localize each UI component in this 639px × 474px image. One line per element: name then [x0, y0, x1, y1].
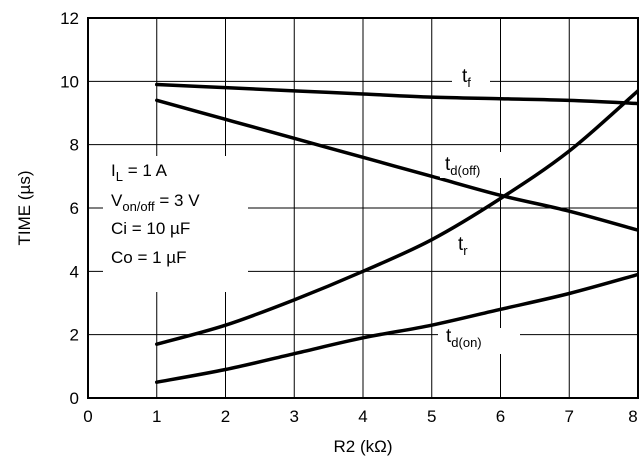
series-line-tdon — [155, 272, 639, 384]
condition-line: Von/off = 3 V — [111, 191, 200, 214]
series-label-main: t — [445, 154, 451, 175]
series-label-main: t — [462, 66, 468, 87]
y-tick-label: 6 — [70, 199, 79, 218]
x-tick-label: 4 — [358, 407, 367, 426]
condition-main: V — [111, 191, 123, 210]
series-lines — [155, 82, 639, 384]
y-tick-label: 8 — [70, 136, 79, 155]
series-label-tf: tf — [462, 66, 471, 90]
x-axis-label: R2 (kΩ) — [334, 437, 393, 456]
y-tick-label: 10 — [60, 72, 79, 91]
y-tick-label: 2 — [70, 326, 79, 345]
series-label-tdoff: td(off) — [445, 154, 480, 178]
series-line-tdoff — [155, 98, 639, 232]
series-label-subscript: f — [467, 75, 471, 90]
series-label-background — [438, 328, 520, 354]
x-tick-label: 5 — [427, 407, 436, 426]
y-tick-label: 12 — [60, 9, 79, 28]
condition-line: Co = 1 µF — [111, 248, 186, 267]
condition-subscript: on/off — [122, 199, 155, 214]
y-axis-label: TIME (µs) — [15, 171, 34, 246]
series-line-tf — [155, 82, 639, 106]
condition-line: IL = 1 A — [111, 161, 168, 184]
condition-value: = 3 V — [155, 191, 201, 210]
x-tick-label: 0 — [83, 407, 92, 426]
x-tick-label: 8 — [628, 407, 637, 426]
conditions-background — [103, 156, 248, 292]
series-label-background — [452, 68, 490, 90]
plot-frame — [87, 17, 639, 399]
series-label-subscript: d(off) — [450, 163, 480, 178]
series-line-tr — [155, 89, 639, 346]
x-tick-label: 2 — [221, 407, 230, 426]
condition-main: Ci = 10 µF — [111, 219, 190, 238]
y-tick-label: 4 — [70, 262, 79, 281]
series-label-main: t — [446, 326, 452, 347]
series-label-main: t — [458, 234, 464, 255]
series-label-tr: tr — [458, 234, 468, 258]
condition-line: Ci = 10 µF — [111, 219, 190, 238]
x-tick-label: 6 — [496, 407, 505, 426]
series-label-subscript: r — [463, 243, 468, 258]
series-label-background — [440, 152, 522, 178]
x-tick-label: 7 — [565, 407, 574, 426]
condition-subscript: L — [116, 169, 123, 184]
condition-value: = 1 A — [123, 161, 168, 180]
x-tick-label: 3 — [290, 407, 299, 426]
x-tick-label: 1 — [152, 407, 161, 426]
series-label-subscript: d(on) — [451, 335, 481, 350]
condition-main: I — [111, 161, 116, 180]
series-label-tdon: td(on) — [446, 326, 482, 350]
condition-main: Co = 1 µF — [111, 248, 186, 267]
y-tick-label: 0 — [70, 389, 79, 408]
